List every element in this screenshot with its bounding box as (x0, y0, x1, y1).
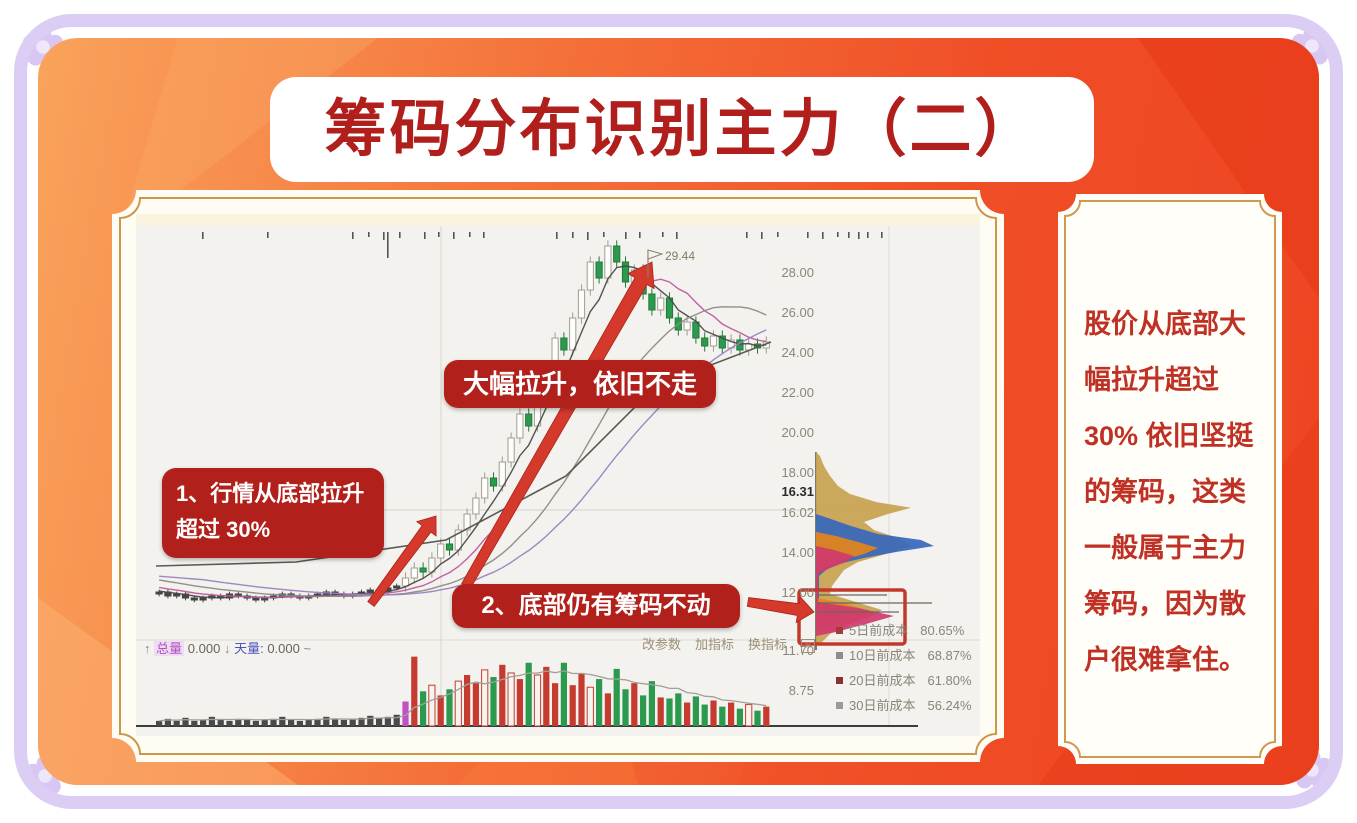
toolbar-item[interactable]: 换指标 (748, 637, 788, 652)
stock-chart: 29.44 (136, 214, 980, 736)
sidebar-text: 股价从底部大 幅拉升超过 30% 依旧坚挺 的筹码，这类 一般属于主力 筹码，因为散 户很难… (1084, 296, 1264, 688)
sidebar-text-line: 股价从底部大 (1084, 309, 1246, 339)
day-volume-value: 0.000 (267, 641, 300, 656)
sidebar-panel-frame (1058, 194, 1282, 764)
tilde-mark: ~ (303, 641, 312, 656)
down-arrow-icon: ↓ (223, 641, 231, 656)
page-title: 筹码分布识别主力（二） (324, 95, 1040, 164)
frame-border (14, 14, 1343, 809)
volume-header: ↑ 总量 0.000 ↓ 天量: 0.000 ~ (144, 638, 311, 657)
annotation-step1: 1、行情从底部拉升 超过 30% (162, 468, 384, 558)
stock-chart-screenshot: 29.44 28.00 26.00 24.00 22.00 20.00 18.00 16.3… (136, 214, 980, 736)
total-volume-value: 0.000 (187, 641, 221, 656)
sidebar-panel: 股价从底部大 幅拉升超过 30% 依旧坚挺 的筹码，这类 一般属于主力 筹码，因为散 户很难… (1058, 194, 1282, 764)
sidebar-text-line: 一般属于主力 (1084, 533, 1246, 563)
close-icon[interactable]: × (801, 639, 816, 653)
total-volume-label: 总量 (154, 641, 185, 656)
annotation-step1-line1: 1、行情从底部拉升 (176, 481, 365, 506)
toolbar-item[interactable]: 加指标 (695, 637, 735, 652)
toolbar-item[interactable]: 改参数 (642, 637, 682, 652)
poster-content: 筹码分布识别主力（二） 29.44 28.00 26.00 24.00 22.00 20… (38, 38, 1319, 785)
sidebar-text-line: 户很难拿住。 (1084, 645, 1246, 675)
sidebar-text-line: 的筹码，这类 (1084, 477, 1246, 507)
annotation-step2: 2、底部仍有筹码不动 (452, 584, 740, 628)
day-volume-label: 天量: (234, 641, 264, 656)
annotation-step1-line2: 超过 30% (176, 517, 271, 542)
sidebar-text-line: 筹码，因为散 (1084, 589, 1246, 619)
svg-text:29.44: 29.44 (665, 249, 695, 263)
chart-panel: 29.44 28.00 26.00 24.00 22.00 20.00 18.00 16.3… (112, 190, 1004, 762)
title-banner: 筹码分布识别主力（二） (270, 77, 1094, 182)
sidebar-text-line: 幅拉升超过 (1084, 365, 1219, 395)
sidebar-text-line: 30% 依旧坚挺 (1084, 421, 1254, 451)
annotation-rise: 大幅拉升，依旧不走 (444, 360, 716, 408)
up-arrow-icon: ↑ (144, 641, 151, 656)
chart-toolbar: 改参数 加指标 换指标 × (642, 634, 816, 653)
